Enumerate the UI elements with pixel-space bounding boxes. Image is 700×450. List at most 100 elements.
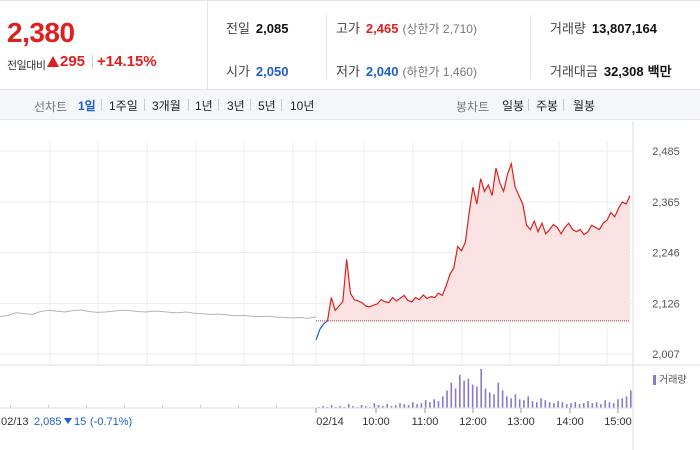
volume-bar [454,388,457,408]
period-bar: 선차트 1일 1주일 3개월 1년 3년 5년 10년 봉차트 일봉 주봉 월봉 [0,90,700,120]
volume-bar [48,405,49,408]
volume-bar [377,405,380,408]
divider [326,15,327,79]
change-percent: +14.15% [97,53,157,70]
volume-bar [570,403,572,408]
volume-legend-swatch [653,375,656,385]
stat-low: 저가 2,040 (하한가 1,460) [336,61,477,80]
stat-value: 2,085 [255,21,289,36]
divider [188,99,189,111]
x-tick-label: 14:00 [556,416,584,428]
volume-bar [416,404,418,408]
prev-change-label: 15 [74,416,86,428]
period-3m-button[interactable]: 3개월 [152,99,181,113]
stat-sub: (하한가 1,460) [402,65,477,79]
volume-bar [617,399,619,408]
volume-legend-label: 거래량 [659,374,687,386]
volume-bar [429,402,431,408]
current-price: 2,380 [7,17,75,48]
stat-sub: (상한가 2,710) [402,22,477,36]
line-chart-label: 선차트 [34,100,68,114]
volume-bar [352,406,354,408]
price-chart: 2,485 2,365 2,246 2,126 2,007 거래량 02/14 10:00… [0,121,700,450]
volume-bar [540,398,542,408]
x-tick-label: 11:00 [412,416,439,428]
price-box: 2,380 전일대비 295 +14.15% [0,1,208,91]
today-line-down [315,320,328,341]
divider [250,99,251,111]
quote-stats: 전일 2,085 시가 2,050 고가 2,465 (상한가 2,710) 저가 2,0… [208,1,700,91]
volume-bar [330,405,333,408]
volume-bar [531,401,534,408]
stat-label: 시가 [226,64,250,79]
period-1w-button[interactable]: 1주일 [109,99,138,113]
period-1d-button[interactable]: 1일 [78,99,96,113]
volume-bar [544,400,547,408]
volume-bars: 거래량 [10,369,687,408]
change-value: 295 [60,53,86,70]
stat-label: 전일 [226,21,250,36]
divider [218,99,219,111]
volume-bar [322,406,324,408]
divider [101,99,102,111]
volume-bar [433,399,435,408]
divider [92,55,93,69]
x-axis-labels: 02/14 10:00 11:00 12:00 13:00 14:00 15:00 [0,407,633,428]
volume-bar [238,405,239,408]
volume-bar [612,403,615,408]
period-10y-button[interactable]: 10년 [290,99,315,113]
volume-bar [527,396,530,408]
volume-bar [339,406,341,408]
volume-bar [591,403,594,408]
stat-prev-close: 전일 2,085 [226,18,288,37]
volume-bar [604,400,606,408]
stat-high: 고가 2,465 (상한가 2,710) [336,18,477,37]
volume-bar [476,386,478,408]
volume-bar [360,405,363,408]
volume-bar [582,403,585,408]
divider [563,99,564,111]
volume-bar [535,402,538,408]
y-tick-label: 2,485 [652,146,680,158]
chart-footer: 02/13 2,085 15 (-0.71%) [1,416,132,428]
candle-weekly-button[interactable]: 주봉 [536,99,559,113]
stat-open: 시가 2,050 [226,61,288,80]
volume-bar [347,404,350,408]
volume-bar [488,392,491,408]
y-tick-label: 2,007 [652,349,680,361]
volume-bar [407,405,410,408]
candle-monthly-button[interactable]: 월봉 [573,99,596,113]
price-fill [316,163,630,321]
volume-bar [514,394,517,408]
volume-bar [412,402,414,408]
x-tick-label: 13:00 [507,416,535,428]
volume-bar [548,402,551,408]
period-3y-button[interactable]: 3년 [227,99,245,113]
stat-label: 거래대금 [550,64,598,79]
volume-bar [625,396,628,408]
today-line [326,161,631,321]
stat-value: 13,807,164 [591,21,657,36]
volume-bar [493,394,495,408]
volume-bar [497,382,500,408]
volume-bar [390,406,393,408]
volume-bar [162,405,163,408]
price-lines [0,161,631,341]
period-5y-button[interactable]: 5년 [258,99,276,113]
up-triangle-icon [47,56,59,67]
volume-bar [424,400,427,408]
volume-bar [450,382,453,408]
candle-daily-button[interactable]: 일봉 [502,99,525,113]
y-tick-label: 2,126 [652,298,680,310]
volume-bar [523,400,525,408]
period-1y-button[interactable]: 1년 [195,99,213,113]
volume-bar [394,405,397,408]
volume-bar [553,403,555,408]
volume-bar [578,404,581,408]
price-area [316,163,630,321]
prev-change-pct-label: (-0.71%) [90,416,132,428]
volume-bar [587,401,589,408]
volume-bar [565,404,568,408]
stat-label: 저가 [336,64,360,79]
volume-bar [471,384,474,408]
